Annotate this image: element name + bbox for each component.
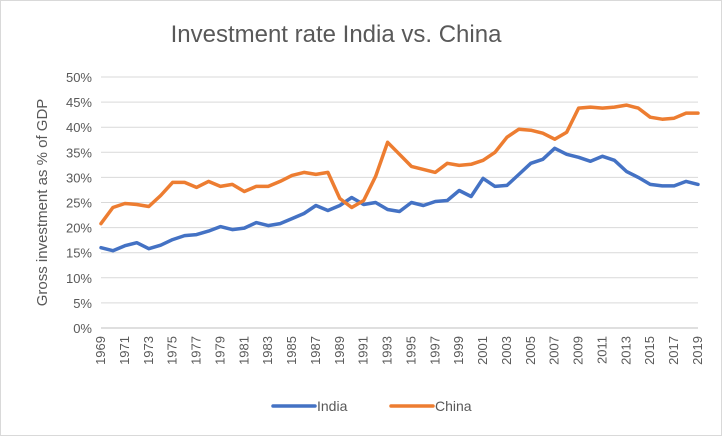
x-tick-label: 2007: [547, 336, 562, 365]
x-tick-label: 2013: [618, 336, 633, 365]
series-line-china: [99, 103, 700, 226]
y-tick-label: 45%: [66, 95, 92, 110]
x-tick-label: 1993: [380, 336, 395, 365]
x-tick-label: 1975: [165, 336, 180, 365]
x-tick-label: 1997: [427, 336, 442, 365]
x-tick-label: 1979: [212, 336, 227, 365]
y-axis-label: Gross investment as % of GDP: [34, 99, 51, 307]
x-tick-label: 2005: [523, 336, 538, 365]
x-tick-label: 2001: [475, 336, 490, 365]
grid-lines: [101, 76, 698, 329]
x-tick-label: 1987: [308, 336, 323, 365]
y-tick-label: 10%: [66, 271, 92, 286]
series-line-india: [99, 146, 700, 253]
x-tick-label: 1985: [284, 336, 299, 365]
x-tick-label: 1981: [236, 336, 251, 365]
x-tick-label: 1969: [93, 336, 108, 365]
x-axis-ticks: 1969 1971 1973 1975 1977 1979 1981 1983 1985 1987…: [93, 336, 705, 365]
x-tick-label: 1983: [260, 336, 275, 365]
y-tick-label: 35%: [66, 145, 92, 160]
x-tick-label: 2011: [594, 336, 609, 364]
y-tick-label: 50%: [66, 70, 92, 85]
x-tick-label: 2009: [571, 336, 586, 365]
y-tick-label: 40%: [66, 120, 92, 135]
x-tick-label: 2017: [666, 336, 681, 365]
y-axis-ticks: 0% 5% 10% 15% 20% 25% 30% 35% 40% 45% 50%: [66, 70, 92, 336]
legend-label-india: India: [317, 398, 348, 414]
legend-label-china: China: [435, 398, 472, 414]
y-tick-label: 0%: [73, 321, 92, 336]
x-tick-label: 1989: [332, 336, 347, 365]
x-tick-label: 1995: [403, 336, 418, 365]
x-tick-label: 2015: [642, 336, 657, 365]
legend: India China: [271, 398, 472, 414]
x-tick-label: 1977: [189, 336, 204, 365]
x-tick-label: 2003: [499, 336, 514, 365]
y-tick-label: 5%: [73, 296, 92, 311]
x-tick-label: 1991: [356, 336, 371, 365]
x-tick-label: 1999: [451, 336, 466, 365]
chart-title: Investment rate India vs. China: [170, 21, 502, 48]
x-tick-label: 1973: [141, 336, 156, 365]
y-tick-label: 15%: [66, 246, 92, 261]
x-tick-label: 1971: [117, 336, 132, 365]
y-tick-label: 25%: [66, 196, 92, 211]
x-tick-label: 2019: [690, 336, 705, 365]
y-tick-label: 20%: [66, 221, 92, 236]
y-tick-label: 30%: [66, 170, 92, 185]
series-lines: [99, 103, 700, 253]
